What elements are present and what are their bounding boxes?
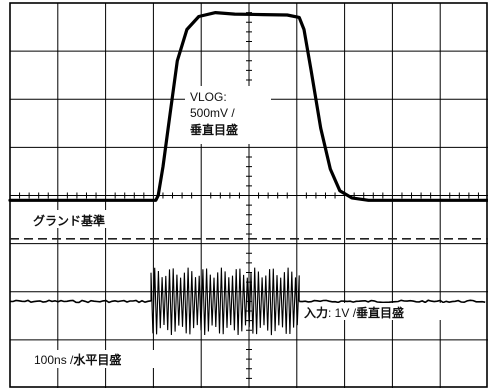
vlog-label-line2: 500mV /	[190, 106, 235, 120]
input-label-background	[300, 303, 450, 320]
time-label-background	[30, 350, 162, 368]
vlog-label-background	[185, 86, 271, 144]
vlog-label-line1: VLOG:	[190, 90, 227, 104]
vlog-trace	[8, 11, 488, 202]
input-label: 入力: 1V /垂直目盛	[304, 305, 404, 320]
ground-label-background	[30, 210, 140, 228]
input-trace-baseline	[9, 299, 486, 304]
input-trace-burst	[150, 267, 300, 336]
ground-reference-label: グランド基準	[33, 213, 105, 228]
time-scale-label: 100ns /水平目盛	[34, 352, 121, 367]
vlog-label-line3: 垂直目盛	[190, 122, 238, 137]
graticule-center-ticks	[19, 12, 479, 379]
